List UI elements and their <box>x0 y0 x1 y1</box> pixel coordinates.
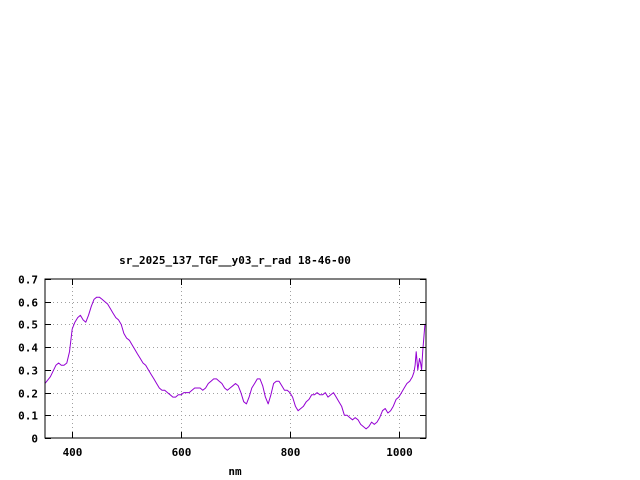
y-tick-label: 0.5 <box>18 319 38 332</box>
y-tick-label: 0.3 <box>18 365 38 378</box>
y-tick-label: 0.2 <box>18 388 38 401</box>
plot-frame <box>44 278 427 439</box>
chart-title: sr_2025_137_TGF__y03_r_rad 18-46-00 <box>119 254 351 267</box>
tick-labels: 400 600 800 1000 0 0.1 0.2 0.3 0.4 0.5 0.6 0.7 <box>18 274 413 460</box>
y-tick-label: 0.6 <box>18 297 38 310</box>
x-tick-label: 800 <box>281 446 301 459</box>
grid <box>45 279 426 438</box>
x-axis-label: nm <box>228 465 242 478</box>
y-tick-label: 0 <box>31 433 38 446</box>
y-tick-label: 0.1 <box>18 410 38 423</box>
x-tick-label: 600 <box>172 446 192 459</box>
series-line <box>44 296 426 430</box>
axis-ticks <box>45 279 426 439</box>
x-tick-label: 400 <box>63 446 83 459</box>
y-tick-label: 0.7 <box>18 274 38 287</box>
series-layer <box>44 296 426 430</box>
x-tick-label: 1000 <box>386 446 413 459</box>
y-tick-label: 0.4 <box>18 342 38 355</box>
